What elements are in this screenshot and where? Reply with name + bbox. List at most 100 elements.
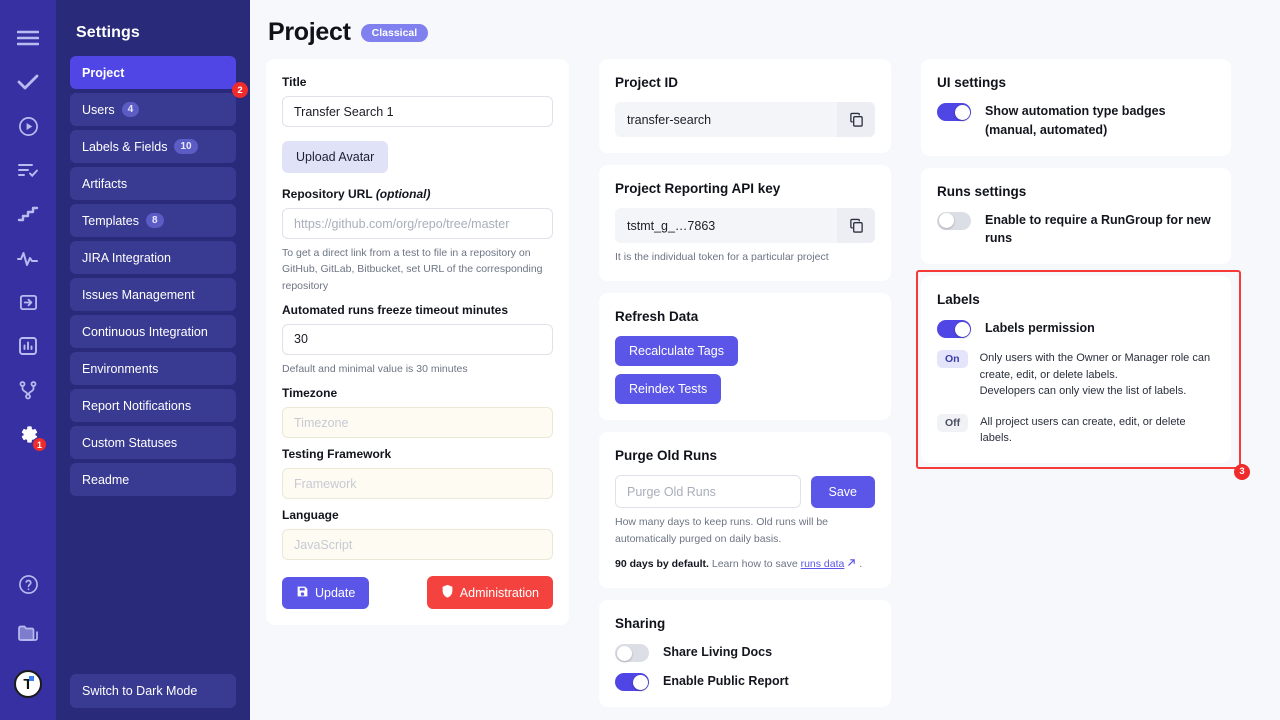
- sidebar-item-jira-integration[interactable]: JIRA Integration: [70, 241, 236, 274]
- labels-on-text: Only users with the Owner or Manager rol…: [979, 352, 1211, 397]
- sidebar-item-labels-fields[interactable]: Labels & Fields 10: [70, 130, 236, 163]
- sidebar-item-continuous-integration[interactable]: Continuous Integration: [70, 315, 236, 348]
- administration-button-label: Administration: [459, 585, 539, 600]
- sidebar-title: Settings: [76, 24, 140, 41]
- check-icon[interactable]: [0, 60, 56, 104]
- purge-save-button[interactable]: Save: [810, 475, 875, 508]
- api-key-help: It is the individual token for a particu…: [615, 251, 829, 263]
- menu-icon[interactable]: [0, 16, 56, 60]
- sidebar-item-artifacts[interactable]: Artifacts: [70, 167, 236, 200]
- labels-off-chip: Off: [937, 413, 969, 432]
- share-living-docs-label: Share Living Docs: [663, 645, 773, 660]
- sidebar-item-label: Readme: [82, 472, 130, 487]
- timezone-input[interactable]: Timezone: [282, 407, 553, 439]
- copy-icon[interactable]: [837, 208, 875, 243]
- repository-url-label-text: Repository URL: [282, 187, 373, 201]
- steps-icon[interactable]: [0, 192, 56, 236]
- update-button[interactable]: Update: [282, 576, 370, 609]
- sidebar-item-label: Users: [82, 102, 115, 117]
- api-key-field: tstmt_g_…7863: [615, 208, 875, 243]
- sidebar-item-issues-management[interactable]: Issues Management: [70, 278, 236, 311]
- sidebar-item-count: 4: [121, 102, 140, 117]
- upload-avatar-button[interactable]: Upload Avatar: [282, 141, 389, 173]
- page-title: Project: [268, 18, 351, 46]
- import-icon[interactable]: [0, 280, 56, 324]
- enable-public-report-toggle[interactable]: [615, 673, 649, 692]
- ui-settings-title: UI settings: [937, 75, 1007, 90]
- sidebar-item-label: Environments: [82, 361, 159, 376]
- spacer: [282, 499, 553, 508]
- bar-chart-icon[interactable]: [0, 324, 56, 368]
- spacer: [282, 377, 553, 386]
- sidebar-item-environments[interactable]: Environments: [70, 352, 236, 385]
- labels-on-explanation: On Only users with the Owner or Manager …: [937, 350, 1215, 400]
- brand-logo[interactable]: T: [0, 662, 56, 706]
- labels-card: Labels Labels permission On Only users w…: [921, 276, 1231, 463]
- brand-logo-mark: T: [14, 670, 42, 698]
- refresh-data-buttons: Recalculate Tags Reindex Tests: [615, 336, 875, 405]
- language-input[interactable]: JavaScript: [282, 529, 553, 561]
- freeze-timeout-label: Automated runs freeze timeout minutes: [282, 302, 509, 317]
- sidebar-item-users[interactable]: Users 4: [70, 93, 236, 126]
- icon-rail: 1 T: [0, 0, 56, 720]
- sidebar-item-custom-statuses[interactable]: Custom Statuses: [70, 426, 236, 459]
- shield-icon: [441, 584, 454, 601]
- share-living-docs-toggle[interactable]: [615, 644, 649, 663]
- sidebar-item-badge-2: 2: [232, 82, 248, 98]
- sidebar-item-label: JIRA Integration: [82, 250, 171, 265]
- sidebar-item-readme[interactable]: Readme: [70, 463, 236, 496]
- toggle-knob: [954, 104, 970, 120]
- toggle-knob: [954, 321, 970, 337]
- runs-settings-title: Runs settings: [937, 183, 1027, 199]
- reindex-tests-button[interactable]: Reindex Tests: [615, 374, 722, 405]
- sidebar-item-report-notifications[interactable]: Report Notifications: [70, 389, 236, 422]
- labels-off-explanation: Off All project users can create, edit, …: [937, 413, 1215, 447]
- freeze-timeout-input[interactable]: 30: [282, 323, 553, 355]
- list-check-icon[interactable]: [0, 148, 56, 192]
- api-key-title: Project Reporting API key: [615, 181, 781, 196]
- switch-dark-mode-button[interactable]: Switch to Dark Mode: [70, 674, 236, 708]
- spacer: [282, 127, 553, 141]
- column-ui-settings: UI settings Show automation type badges …: [916, 59, 1250, 480]
- automation-badges-toggle[interactable]: [937, 103, 971, 121]
- timezone-label: Timezone: [282, 386, 338, 401]
- sidebar-item-templates[interactable]: Templates 8: [70, 204, 236, 237]
- column-project-meta: Project ID transfer-search Project Repor…: [599, 59, 891, 708]
- recalculate-tags-button[interactable]: Recalculate Tags: [615, 336, 738, 367]
- sidebar-item-label: Continuous Integration: [82, 324, 208, 339]
- copy-icon[interactable]: [837, 102, 875, 137]
- runs-data-link[interactable]: runs data: [800, 557, 845, 570]
- play-circle-icon[interactable]: [0, 104, 56, 148]
- activity-icon[interactable]: [0, 236, 56, 280]
- settings-sidebar: Settings Project 2 Users 4 Labels & Fiel…: [56, 0, 250, 720]
- testing-framework-input[interactable]: Framework: [282, 468, 553, 500]
- save-icon: [296, 585, 309, 601]
- sidebar-item-label: Labels & Fields: [82, 139, 168, 154]
- sidebar-item-project[interactable]: Project 2: [70, 56, 248, 98]
- repository-url-input[interactable]: https://github.com/org/repo/tree/master: [282, 208, 553, 239]
- toggle-knob: [632, 674, 648, 690]
- api-key-value: tstmt_g_…7863: [627, 218, 716, 233]
- labels-permission-toggle[interactable]: [937, 320, 971, 338]
- refresh-data-title: Refresh Data: [615, 309, 699, 325]
- toggle-knob: [616, 645, 632, 661]
- administration-button[interactable]: Administration: [426, 576, 553, 610]
- labels-title: Labels: [937, 292, 980, 307]
- purge-old-runs-input[interactable]: Purge Old Runs: [615, 475, 801, 509]
- title-input[interactable]: Transfer Search 1: [282, 96, 553, 127]
- gear-icon[interactable]: 1: [0, 412, 56, 456]
- rungroup-required-toggle[interactable]: [937, 211, 971, 230]
- gear-badge: 1: [32, 437, 47, 452]
- sidebar-item-label: Issues Management: [82, 287, 195, 302]
- folder-icon[interactable]: [0, 610, 56, 654]
- sidebar-item-label: Report Notifications: [82, 398, 192, 413]
- api-key-card: Project Reporting API key tstmt_g_…7863 …: [599, 165, 891, 282]
- form-actions: Update Administration: [282, 576, 553, 610]
- help-circle-icon[interactable]: [0, 562, 56, 606]
- column-project-form: Title Transfer Search 1 Upload Avatar Re…: [266, 59, 569, 626]
- purge-old-runs-card: Purge Old Runs Purge Old Runs Save How m…: [599, 432, 891, 589]
- update-button-label: Update: [315, 585, 356, 600]
- share-living-docs-row: Share Living Docs: [615, 643, 875, 663]
- freeze-timeout-help: Default and minimal value is 30 minutes: [282, 362, 468, 375]
- branch-icon[interactable]: [0, 368, 56, 412]
